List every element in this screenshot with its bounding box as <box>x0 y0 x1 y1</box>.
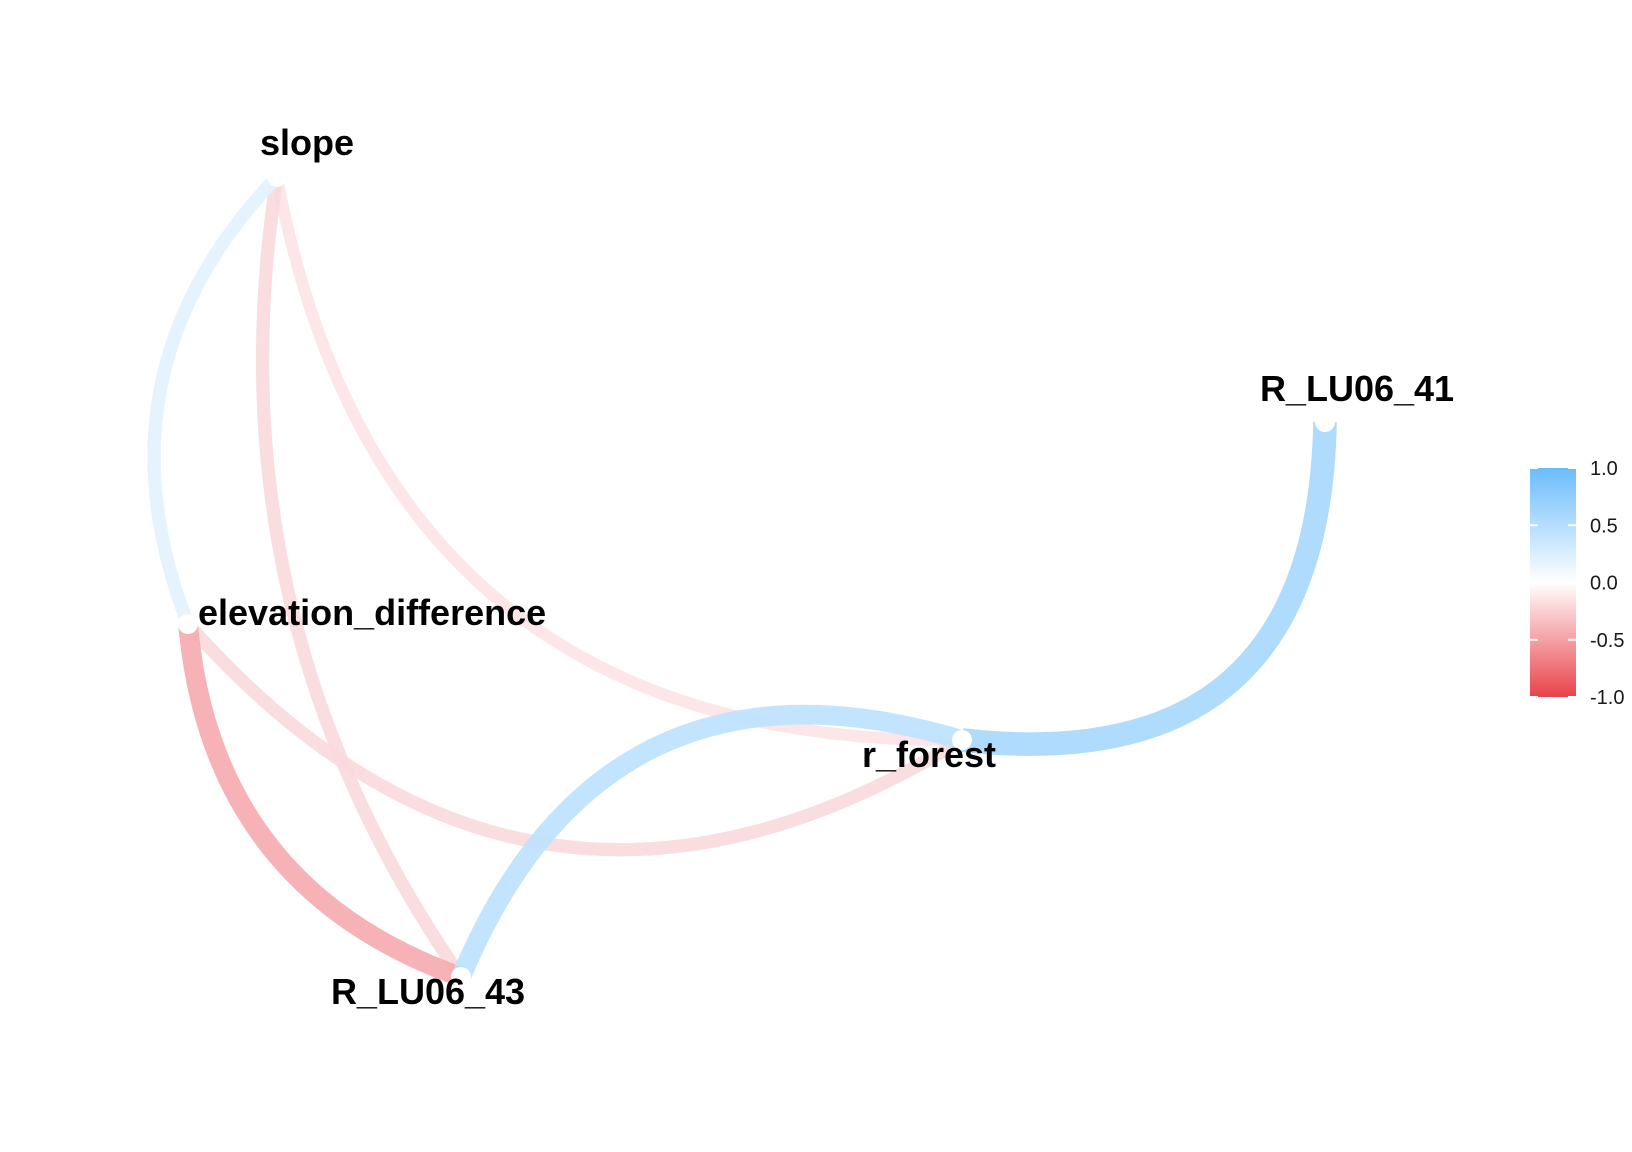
legend-tick-label: 1.0 <box>1590 458 1618 480</box>
edge-elevation_difference-R_LU06_43 <box>178 623 465 987</box>
node-R_LU06_43 <box>451 967 471 987</box>
node-label-R_LU06_41: R_LU06_41 <box>1260 368 1454 409</box>
legend-ticks: 1.0 0.5 0.0 -0.5 -1.0 <box>1530 458 1624 709</box>
node-slope <box>267 167 287 187</box>
edge-slope-elevation_difference <box>147 172 282 627</box>
edge-slope-R_LU06_43 <box>256 175 467 981</box>
node-r_forest <box>952 730 972 750</box>
node-elevation_difference <box>178 614 198 634</box>
nodes-layer <box>178 167 1335 987</box>
edge-R_LU06_43-r_forest <box>451 704 965 981</box>
edge-elevation_difference-r_forest <box>183 619 966 857</box>
node-label-slope: slope <box>260 122 354 163</box>
node-label-R_LU06_43: R_LU06_43 <box>331 971 525 1012</box>
legend-tick-label: -1.0 <box>1590 687 1624 709</box>
legend-tick-label: 0.5 <box>1590 515 1618 537</box>
labels-layer: slope elevation_difference R_LU06_43 r_fore… <box>198 122 1454 1012</box>
edge-r_forest-R_LU06_41 <box>960 421 1337 756</box>
edge-slope-r_forest <box>271 175 963 746</box>
node-label-r_forest: r_forest <box>862 734 996 775</box>
edges-layer <box>147 172 1337 987</box>
node-R_LU06_41 <box>1315 412 1335 432</box>
legend: 1.0 0.5 0.0 -0.5 -1.0 <box>1530 458 1624 709</box>
node-label-elevation_difference: elevation_difference <box>198 592 546 633</box>
legend-tick-label: 0.0 <box>1590 573 1618 595</box>
legend-tick-label: -0.5 <box>1590 630 1624 652</box>
